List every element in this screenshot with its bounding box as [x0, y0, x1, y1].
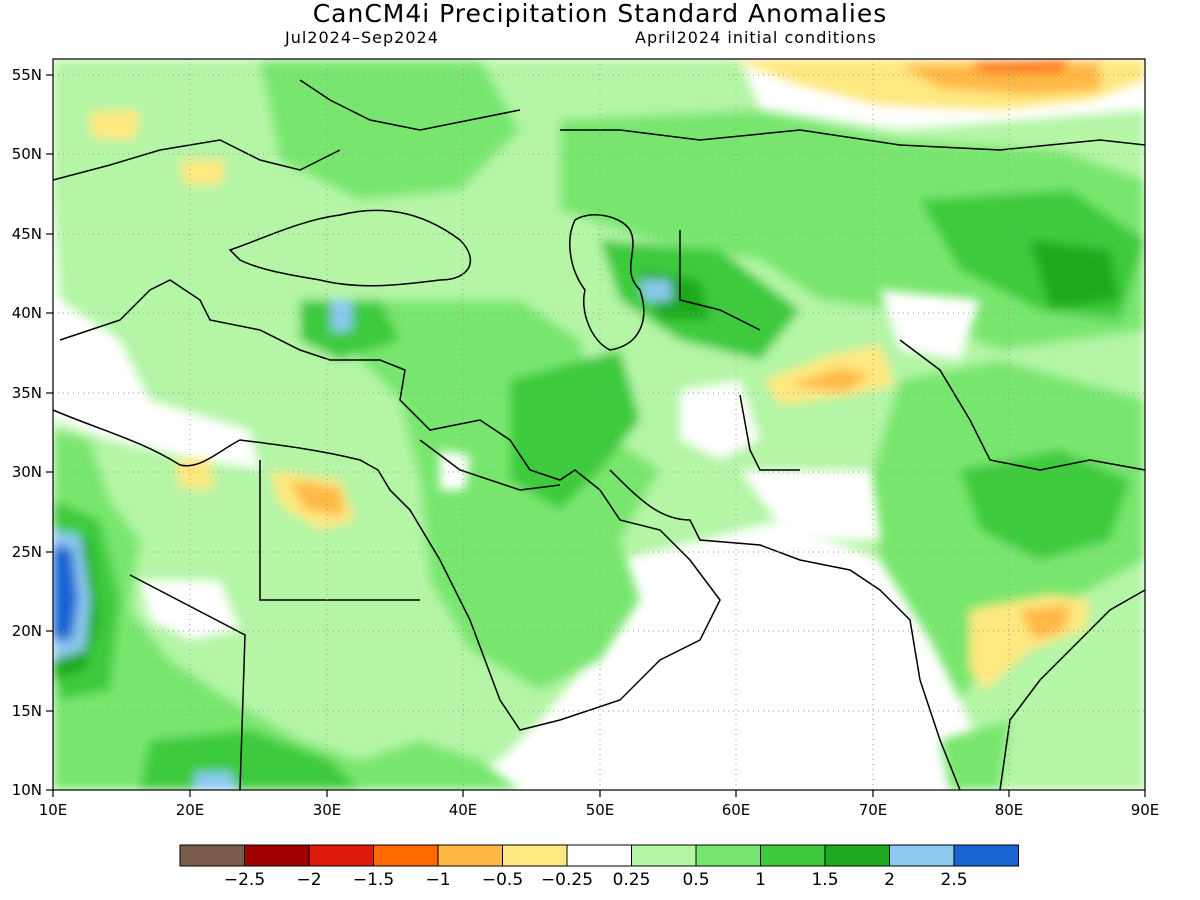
axis-ticks — [46, 74, 1146, 797]
colorbar-swatch — [631, 844, 697, 867]
lat-label: 55N — [12, 66, 42, 84]
anomaly-field — [53, 59, 1145, 790]
lon-label: 20E — [176, 801, 205, 819]
colorbar-label: −1 — [425, 870, 450, 890]
forecast-period: Jul2024–Sep2024 — [285, 28, 439, 47]
coastlines — [53, 79, 1145, 790]
colorbar-label: 1.5 — [811, 870, 838, 890]
colorbar-swatch — [953, 844, 1019, 867]
colorbar-swatch — [695, 844, 761, 867]
lon-label: 50E — [586, 801, 615, 819]
colorbar-label: −0.25 — [541, 870, 593, 890]
lat-label: 10N — [12, 781, 42, 799]
lon-label: 10E — [39, 801, 68, 819]
lat-label: 20N — [12, 622, 42, 640]
colorbar-label: −0.5 — [482, 870, 523, 890]
colorbar-swatch — [889, 844, 955, 867]
colorbar-swatch — [502, 844, 568, 867]
map-title: CanCM4i Precipitation Standard Anomalies — [312, 0, 888, 28]
colorbar-label: −2 — [296, 870, 321, 890]
colorbar-swatch — [179, 844, 245, 867]
colorbar-swatch — [373, 844, 439, 867]
colorbar-swatch — [437, 844, 503, 867]
lon-label: 80E — [995, 801, 1024, 819]
lat-label: 35N — [12, 384, 42, 402]
lon-label: 90E — [1131, 801, 1160, 819]
map-frame — [52, 58, 1146, 791]
graticule — [53, 59, 1145, 790]
colorbar-label: −1.5 — [353, 870, 394, 890]
colorbar-swatch — [308, 844, 374, 867]
lat-label: 30N — [12, 463, 42, 481]
colorbar-label: 0.25 — [613, 870, 651, 890]
colorbar-swatch — [760, 844, 826, 867]
lon-label: 60E — [722, 801, 751, 819]
colorbar-label: 1 — [755, 870, 766, 890]
latitude-labels: 55N 50N 45N 40N 35N 30N 25N 20N 15N 10N — [12, 66, 42, 799]
colorbar-swatch — [824, 844, 890, 867]
lon-label: 70E — [859, 801, 888, 819]
lon-label: 30E — [313, 801, 342, 819]
colorbar-swatch — [566, 844, 632, 867]
longitude-labels: 10E 20E 30E 40E 50E 60E 70E 80E 90E — [39, 801, 1160, 819]
colorbar-label: −2.5 — [224, 870, 265, 890]
lat-label: 25N — [12, 543, 42, 561]
lat-label: 50N — [12, 145, 42, 163]
colorbar-label: 2 — [884, 870, 895, 890]
colorbar-swatch — [244, 844, 310, 867]
initial-conditions: April2024 initial conditions — [635, 28, 877, 47]
colorbar-label: 0.5 — [682, 870, 709, 890]
lat-label: 15N — [12, 702, 42, 720]
lat-label: 45N — [12, 225, 42, 243]
colorbar: −2.5 −2 −1.5 −1 −0.5 −0.25 0.25 0.5 1 1.5 2 2.5 — [179, 844, 1019, 890]
colorbar-label: 2.5 — [940, 870, 967, 890]
lat-label: 40N — [12, 304, 42, 322]
lon-label: 40E — [449, 801, 478, 819]
